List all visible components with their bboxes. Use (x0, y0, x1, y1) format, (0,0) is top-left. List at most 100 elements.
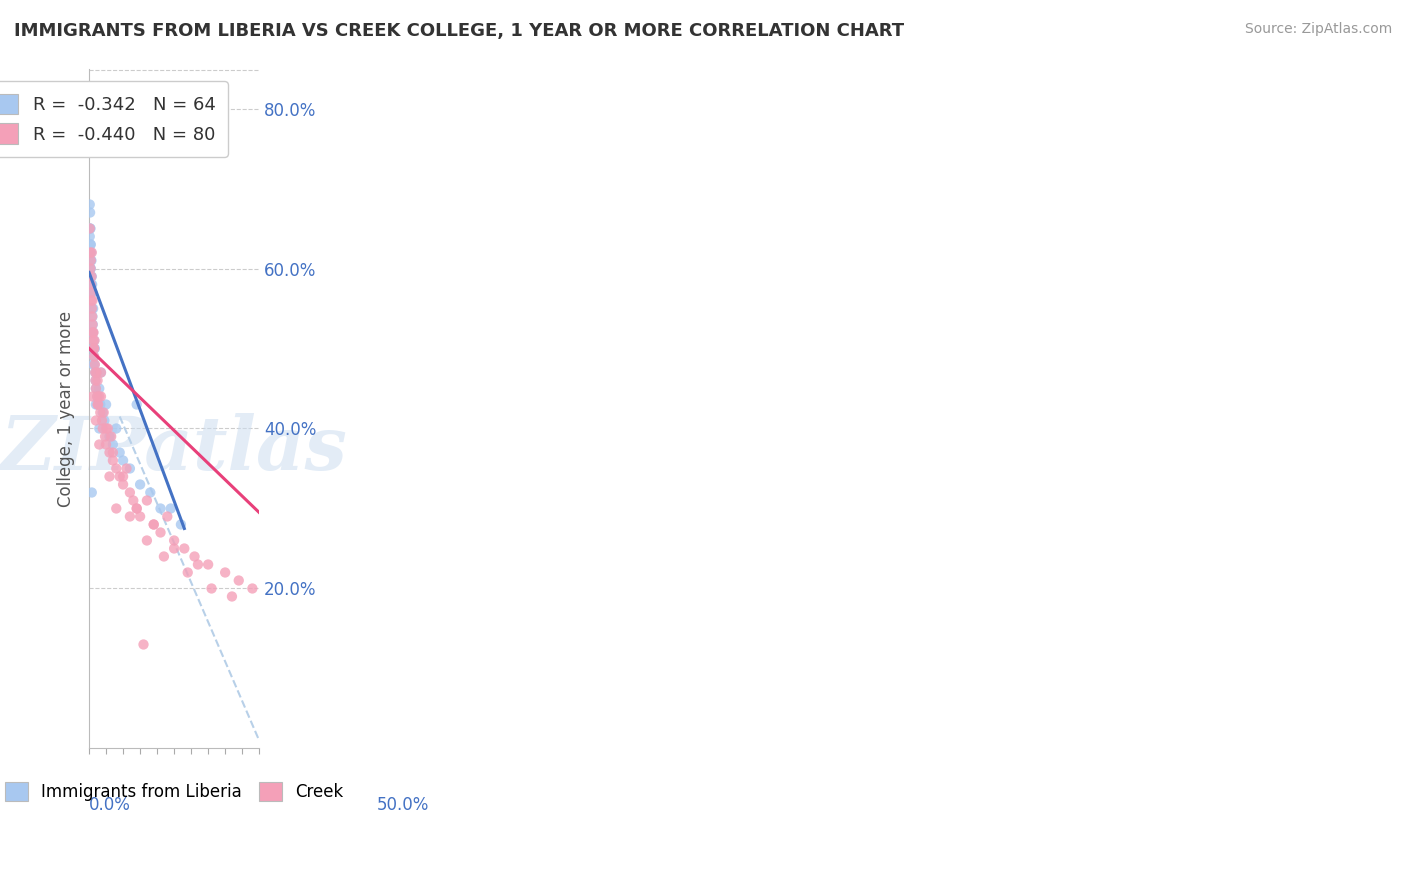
Point (135, 533, 157, 548)
Point (132, 638, 155, 652)
Point (142, 517, 165, 532)
Point (80, 277, 103, 292)
Text: Source: ZipAtlas.com: Source: ZipAtlas.com (1244, 22, 1392, 37)
Point (221, 590, 243, 604)
Point (200, 582, 222, 596)
Point (94, 437, 117, 451)
Point (153, 549, 176, 564)
Legend: Immigrants from Liberia, Creek: Immigrants from Liberia, Creek (0, 775, 350, 808)
Point (86, 366, 108, 380)
Point (135, 493, 157, 508)
Point (177, 566, 200, 580)
Text: ZIPatlas: ZIPatlas (0, 413, 347, 485)
Point (80, 245, 103, 260)
Point (79, 237, 101, 252)
Point (94, 421, 117, 435)
Point (91, 421, 114, 435)
Point (84, 382, 107, 396)
Point (84, 374, 107, 388)
Point (82, 318, 104, 332)
Point (118, 485, 141, 500)
Point (80, 285, 103, 300)
Point (197, 558, 219, 572)
Point (83, 350, 105, 364)
Point (80, 245, 103, 260)
Point (82, 310, 104, 324)
Point (79, 205, 101, 219)
Point (83, 334, 105, 348)
Point (89, 397, 111, 411)
Text: 0.0%: 0.0% (89, 796, 131, 814)
Point (101, 437, 124, 451)
Point (84, 413, 107, 427)
Point (83, 358, 105, 372)
Point (80, 269, 103, 284)
Point (115, 461, 138, 475)
Point (82, 301, 104, 316)
Point (82, 301, 104, 316)
Point (105, 421, 128, 435)
Point (82, 326, 104, 340)
Point (82, 318, 104, 332)
Point (83, 334, 105, 348)
Point (80, 301, 103, 316)
Point (82, 285, 104, 300)
Point (149, 501, 172, 516)
Point (170, 517, 193, 532)
Point (183, 549, 205, 564)
Point (98, 429, 121, 443)
Point (149, 525, 172, 540)
Point (80, 253, 103, 268)
Point (112, 469, 135, 483)
Point (187, 558, 209, 572)
Point (79, 141, 101, 155)
Point (80, 293, 103, 308)
Point (84, 366, 107, 380)
Point (80, 277, 103, 292)
Point (156, 509, 179, 524)
Point (86, 390, 108, 404)
Point (163, 541, 186, 556)
Point (118, 461, 141, 475)
Point (100, 429, 122, 443)
Point (139, 485, 162, 500)
Point (173, 541, 195, 556)
Point (240, 582, 263, 596)
Point (122, 493, 145, 508)
Point (89, 382, 111, 396)
Point (79, 221, 101, 235)
Point (98, 445, 121, 459)
Point (129, 477, 152, 491)
Point (89, 390, 111, 404)
Point (87, 397, 110, 411)
Point (79, 245, 101, 260)
Point (80, 261, 103, 276)
Point (80, 485, 103, 500)
Point (82, 334, 104, 348)
Point (80, 253, 103, 268)
Point (82, 326, 104, 340)
Point (228, 574, 250, 588)
Point (80, 285, 103, 300)
Point (84, 374, 107, 388)
Point (80, 237, 103, 252)
Point (79, 110, 101, 124)
Point (108, 469, 131, 483)
Point (84, 397, 107, 411)
Point (82, 342, 104, 356)
Point (82, 326, 104, 340)
Point (101, 453, 124, 467)
Point (84, 366, 107, 380)
Point (91, 405, 114, 419)
Point (83, 342, 105, 356)
Point (83, 342, 105, 356)
Point (91, 413, 114, 427)
Point (79, 229, 101, 244)
Point (94, 429, 117, 443)
Point (214, 566, 236, 580)
Point (87, 397, 110, 411)
Point (89, 421, 111, 435)
Point (125, 501, 148, 516)
Point (80, 301, 103, 316)
Point (83, 358, 105, 372)
